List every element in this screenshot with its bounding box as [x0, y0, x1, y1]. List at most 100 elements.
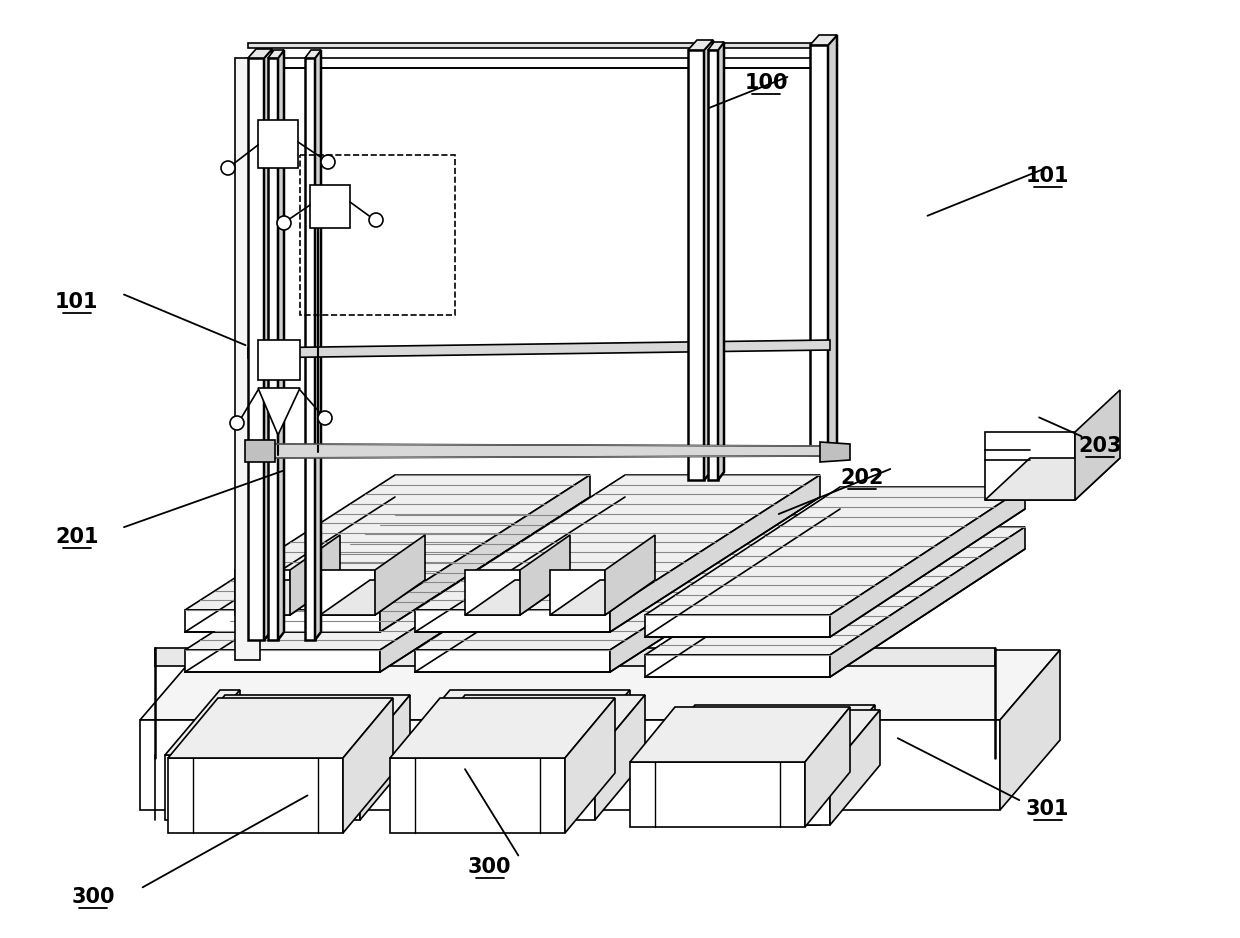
Polygon shape [645, 487, 1025, 615]
Polygon shape [175, 755, 360, 820]
Polygon shape [805, 707, 849, 827]
Circle shape [321, 155, 335, 169]
Polygon shape [630, 762, 805, 827]
Polygon shape [236, 58, 260, 660]
Polygon shape [396, 690, 630, 755]
Polygon shape [565, 698, 615, 833]
Polygon shape [595, 695, 645, 820]
Polygon shape [374, 535, 425, 615]
Polygon shape [605, 535, 655, 615]
Polygon shape [465, 570, 520, 615]
Circle shape [221, 161, 236, 175]
Polygon shape [655, 710, 880, 770]
Polygon shape [830, 487, 1025, 637]
Polygon shape [165, 755, 185, 820]
Polygon shape [640, 705, 875, 770]
Polygon shape [248, 58, 830, 68]
Polygon shape [185, 690, 241, 820]
Polygon shape [264, 49, 272, 640]
Polygon shape [630, 707, 849, 762]
Polygon shape [248, 58, 264, 640]
Polygon shape [260, 444, 830, 458]
Polygon shape [575, 690, 630, 820]
Polygon shape [185, 475, 590, 610]
Polygon shape [415, 475, 820, 610]
Polygon shape [185, 610, 379, 632]
Polygon shape [343, 698, 393, 833]
Bar [300, 155, 455, 315]
Polygon shape [810, 35, 837, 45]
Polygon shape [610, 515, 820, 672]
Polygon shape [246, 440, 275, 462]
Polygon shape [828, 35, 837, 455]
Text: 300: 300 [71, 886, 115, 907]
Polygon shape [708, 42, 724, 50]
Polygon shape [360, 695, 410, 820]
Text: 101: 101 [1025, 166, 1070, 187]
Polygon shape [248, 43, 830, 48]
Polygon shape [688, 40, 713, 50]
Circle shape [229, 416, 244, 430]
Polygon shape [465, 580, 570, 615]
Polygon shape [1075, 390, 1120, 500]
Polygon shape [305, 50, 321, 58]
Text: 101: 101 [55, 292, 99, 312]
Polygon shape [415, 650, 610, 672]
Polygon shape [830, 527, 1025, 677]
Polygon shape [415, 610, 610, 632]
Polygon shape [305, 58, 315, 640]
Polygon shape [155, 648, 994, 666]
Polygon shape [167, 758, 343, 833]
Polygon shape [999, 650, 1060, 810]
Polygon shape [165, 690, 241, 755]
Polygon shape [415, 515, 820, 650]
Polygon shape [688, 50, 704, 480]
Polygon shape [315, 50, 321, 640]
Polygon shape [140, 650, 1060, 720]
Polygon shape [258, 340, 300, 380]
Text: 201: 201 [55, 526, 99, 547]
Polygon shape [645, 655, 830, 677]
Polygon shape [290, 535, 340, 615]
Polygon shape [236, 570, 290, 615]
Polygon shape [551, 580, 655, 615]
Polygon shape [610, 475, 820, 632]
Polygon shape [645, 527, 1025, 655]
Polygon shape [320, 580, 425, 615]
Polygon shape [391, 698, 615, 758]
Polygon shape [396, 755, 575, 820]
Polygon shape [248, 340, 830, 358]
Polygon shape [645, 615, 830, 637]
Text: 202: 202 [839, 468, 884, 489]
Polygon shape [236, 580, 340, 615]
Polygon shape [551, 570, 605, 615]
Polygon shape [167, 698, 393, 758]
Polygon shape [268, 50, 284, 58]
Text: 100: 100 [744, 72, 789, 93]
Text: 300: 300 [467, 856, 512, 877]
Polygon shape [985, 458, 1120, 500]
Polygon shape [820, 705, 875, 825]
Polygon shape [810, 45, 828, 455]
Polygon shape [640, 770, 820, 825]
Polygon shape [258, 388, 300, 435]
Circle shape [317, 411, 332, 425]
Polygon shape [415, 695, 645, 755]
Polygon shape [718, 42, 724, 480]
Polygon shape [278, 50, 284, 640]
Polygon shape [268, 58, 278, 640]
Polygon shape [320, 570, 374, 615]
Circle shape [277, 216, 291, 230]
Polygon shape [310, 185, 350, 228]
Polygon shape [379, 475, 590, 632]
Polygon shape [379, 515, 590, 672]
Text: 301: 301 [1025, 798, 1070, 819]
Polygon shape [258, 120, 298, 168]
Polygon shape [391, 758, 565, 833]
Polygon shape [655, 770, 830, 825]
Polygon shape [830, 710, 880, 825]
Polygon shape [704, 40, 713, 480]
Polygon shape [248, 49, 272, 58]
Polygon shape [140, 720, 999, 810]
Circle shape [370, 213, 383, 227]
